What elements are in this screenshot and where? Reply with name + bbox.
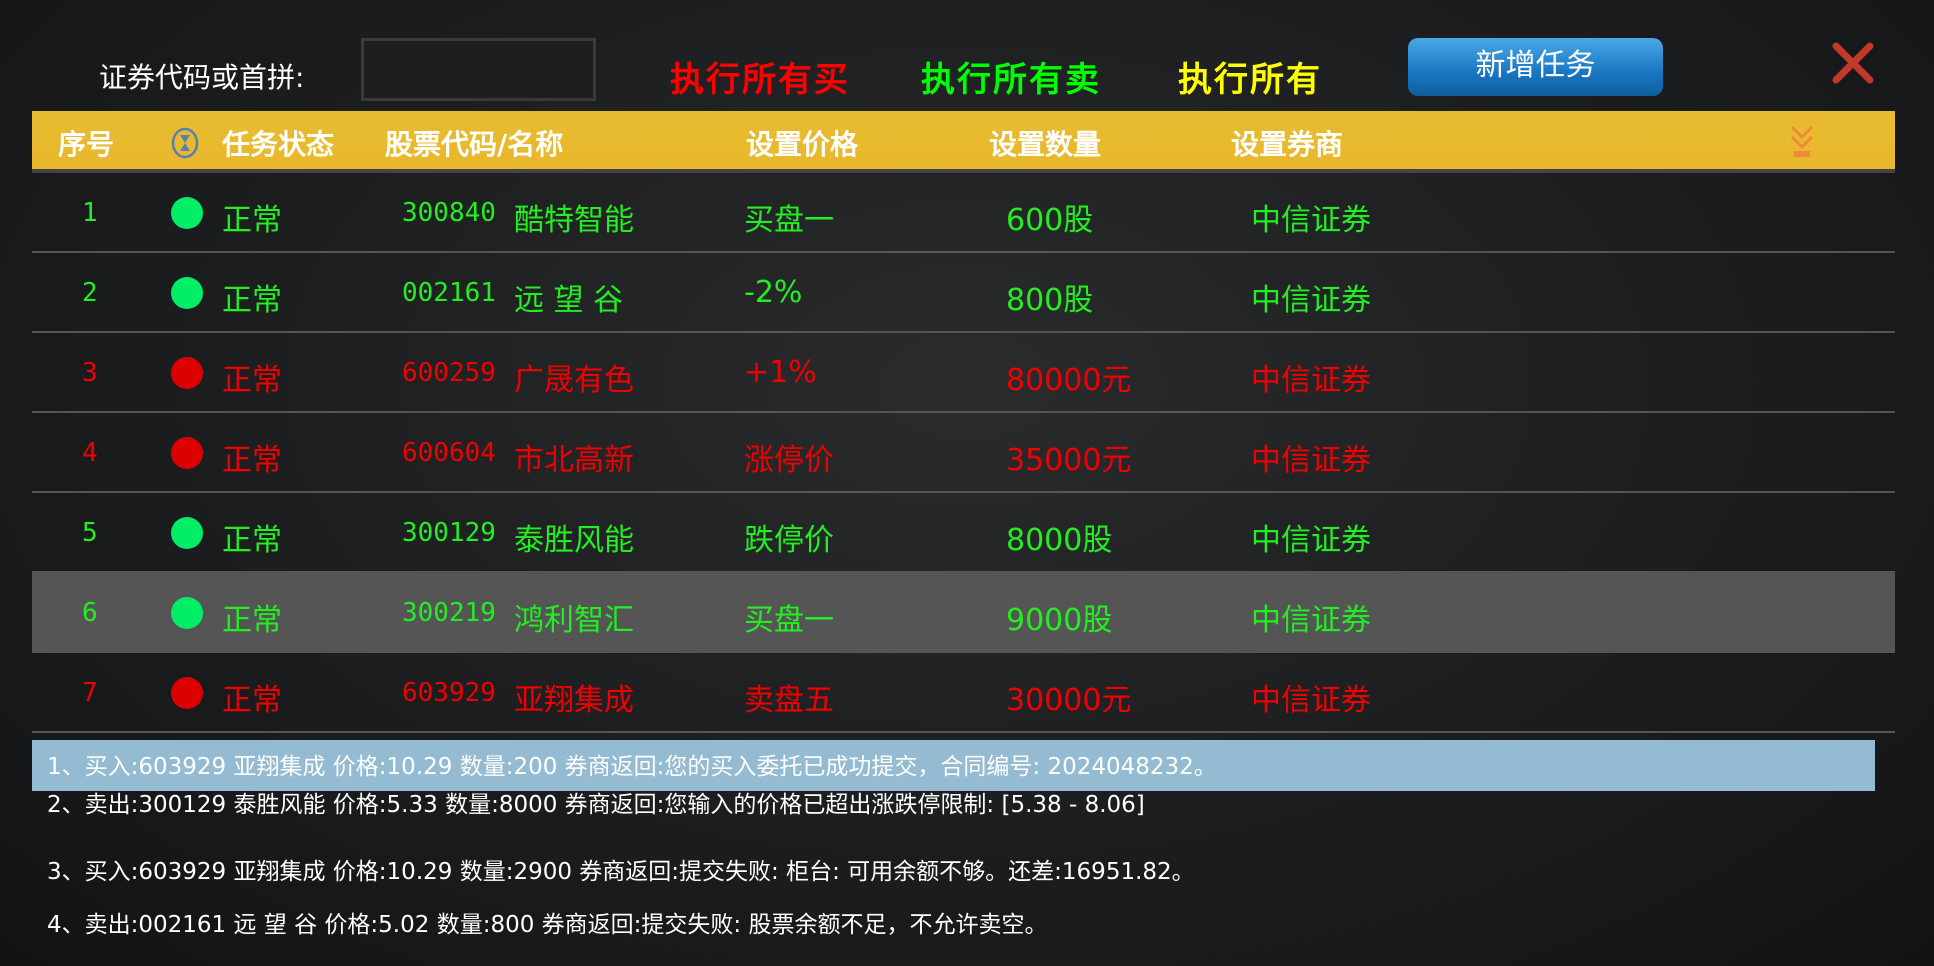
double-chevron-down-icon[interactable]: [1788, 123, 1816, 161]
log-line[interactable]: 1、买入:603929 亚翔集成 价格:10.29 数量:200 券商返回:您的…: [47, 754, 1217, 780]
hourglass-icon[interactable]: [169, 127, 201, 159]
status-dot-icon: [171, 437, 203, 469]
execute-all-button[interactable]: 执行所有: [1178, 60, 1322, 100]
row-number: 1: [82, 198, 98, 228]
status-dot-icon: [171, 197, 203, 229]
table-row[interactable]: 4 正常 600604 市北高新 涨停价 35000元 中信证券: [32, 413, 1895, 493]
stock-name: 亚翔集成: [514, 683, 634, 718]
set-broker: 中信证券: [1251, 443, 1371, 478]
table-row[interactable]: 5 正常 300129 泰胜风能 跌停价 8000股 中信证券: [32, 493, 1895, 573]
status-dot-icon: [171, 517, 203, 549]
task-status: 正常: [222, 203, 282, 238]
set-quantity: 9000股: [1006, 603, 1113, 638]
stock-code: 600604: [402, 438, 496, 468]
table-row[interactable]: 6 正常 300219 鸿利智汇 买盘一 9000股 中信证券: [32, 573, 1895, 653]
set-price: 买盘一: [744, 203, 834, 238]
execute-all-sell-button[interactable]: 执行所有卖: [921, 60, 1101, 100]
status-dot-icon: [171, 677, 203, 709]
header-status: 任务状态: [222, 128, 335, 161]
set-broker: 中信证券: [1251, 363, 1371, 398]
stock-name: 酷特智能: [514, 203, 634, 238]
task-status: 正常: [222, 523, 282, 558]
status-dot-icon: [171, 597, 203, 629]
task-status: 正常: [222, 683, 282, 718]
header-no: 序号: [58, 128, 115, 161]
stock-code: 300129: [402, 518, 496, 548]
search-label: 证券代码或首拼:: [99, 61, 305, 94]
status-dot-icon: [171, 277, 203, 309]
set-broker: 中信证券: [1251, 603, 1371, 638]
stock-code: 300219: [402, 598, 496, 628]
table-row[interactable]: 3 正常 600259 广晟有色 +1% 80000元 中信证券: [32, 333, 1895, 413]
set-price: -2%: [744, 275, 803, 310]
row-number: 2: [82, 278, 98, 308]
set-quantity: 35000元: [1006, 443, 1132, 478]
execute-all-buy-button[interactable]: 执行所有买: [670, 60, 850, 100]
task-status: 正常: [222, 603, 282, 638]
task-status: 正常: [222, 443, 282, 478]
stock-code: 002161: [402, 278, 496, 308]
set-price: 跌停价: [744, 523, 834, 558]
set-broker: 中信证券: [1251, 283, 1371, 318]
stock-name: 市北高新: [514, 443, 634, 478]
stock-name: 鸿利智汇: [514, 603, 634, 638]
status-dot-icon: [171, 357, 203, 389]
set-quantity: 600股: [1006, 203, 1094, 238]
set-quantity: 80000元: [1006, 363, 1132, 398]
row-number: 4: [82, 438, 98, 468]
log-line[interactable]: 3、买入:603929 亚翔集成 价格:10.29 数量:2900 券商返回:提…: [47, 859, 1195, 885]
set-price: +1%: [744, 355, 817, 390]
table-row[interactable]: 2 正常 002161 远 望 谷 -2% 800股 中信证券: [32, 253, 1895, 333]
log-selected-highlight: [32, 740, 1875, 791]
row-number: 5: [82, 518, 98, 548]
row-number: 7: [82, 678, 98, 708]
stock-name: 泰胜风能: [514, 523, 634, 558]
stock-code: 603929: [402, 678, 496, 708]
row-number: 3: [82, 358, 98, 388]
row-number: 6: [82, 598, 98, 628]
set-broker: 中信证券: [1251, 523, 1371, 558]
header-price: 设置价格: [746, 128, 859, 161]
stock-name: 远 望 谷: [514, 283, 624, 318]
set-quantity: 30000元: [1006, 683, 1132, 718]
header-broker: 设置券商: [1231, 128, 1344, 161]
task-status: 正常: [222, 283, 282, 318]
log-line[interactable]: 2、卖出:300129 泰胜风能 价格:5.33 数量:8000 券商返回:您输…: [47, 792, 1145, 818]
set-price: 卖盘五: [744, 683, 834, 718]
set-quantity: 800股: [1006, 283, 1094, 318]
table-header: 序号 任务状态 股票代码/名称 设置价格 设置数量 设置券商: [32, 111, 1895, 173]
table-row[interactable]: 7 正常 603929 亚翔集成 卖盘五 30000元 中信证券: [32, 653, 1895, 733]
set-quantity: 8000股: [1006, 523, 1113, 558]
stock-name: 广晟有色: [514, 363, 634, 398]
header-stock: 股票代码/名称: [385, 128, 564, 161]
set-price: 涨停价: [744, 443, 834, 478]
set-broker: 中信证券: [1251, 683, 1371, 718]
stock-code: 300840: [402, 198, 496, 228]
stock-code: 600259: [402, 358, 496, 388]
header-qty: 设置数量: [989, 128, 1102, 161]
add-task-button[interactable]: 新增任务: [1408, 38, 1663, 96]
close-icon[interactable]: [1830, 40, 1876, 86]
set-broker: 中信证券: [1251, 203, 1371, 238]
stock-code-input[interactable]: [361, 38, 596, 101]
log-line[interactable]: 4、卖出:002161 远 望 谷 价格:5.02 数量:800 券商返回:提交…: [47, 912, 1048, 938]
set-price: 买盘一: [744, 603, 834, 638]
table-row[interactable]: 1 正常 300840 酷特智能 买盘一 600股 中信证券: [32, 173, 1895, 253]
task-status: 正常: [222, 363, 282, 398]
